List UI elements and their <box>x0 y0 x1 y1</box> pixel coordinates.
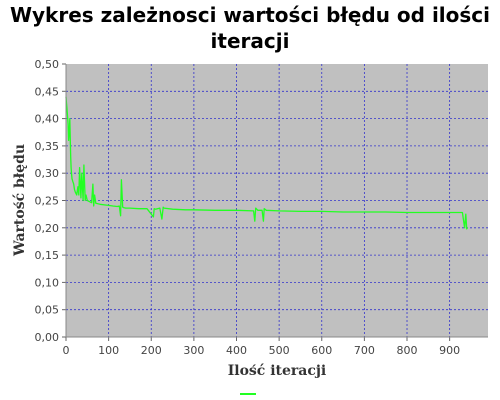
x-tick-label: 700 <box>354 344 375 357</box>
chart-title-line-2: iteracji <box>210 29 290 53</box>
y-tick-label: 0,45 <box>35 85 60 98</box>
axes <box>62 63 488 341</box>
series-line <box>65 96 469 230</box>
x-tick-label: 0 <box>63 344 70 357</box>
y-tick-label: 0,05 <box>35 304 60 317</box>
y-tick-label: 0,40 <box>35 113 60 126</box>
y-tick-label: 0,25 <box>35 195 60 208</box>
x-tick-label: 100 <box>98 344 119 357</box>
x-tick-label: 200 <box>141 344 162 357</box>
x-tick-label: 900 <box>439 344 460 357</box>
y-tick-label: 0,15 <box>35 249 60 262</box>
series-group <box>65 96 469 230</box>
x-tick-label: 600 <box>311 344 332 357</box>
tick-labels: 0,00 0,05 0,10 0,15 0,20 0,25 0,30 0,35 0,40 0,45… <box>35 58 461 357</box>
x-tick-label: 800 <box>397 344 418 357</box>
y-tick-label: 0,30 <box>35 167 60 180</box>
y-tick-label: 0,20 <box>35 222 60 235</box>
y-axis-label: Wartość błędu <box>12 144 28 257</box>
x-tick-label: 300 <box>183 344 204 357</box>
x-tick-label: 500 <box>269 344 290 357</box>
chart-title-line-1: Wykres zależnosci wartości błędu od iloś… <box>9 3 491 27</box>
y-tick-label: 0,10 <box>35 276 60 289</box>
x-axis-label: Ilość iteracji <box>228 363 327 379</box>
x-tick-label: 400 <box>226 344 247 357</box>
y-tick-label: 0,35 <box>35 140 60 153</box>
y-tick-label: 0,00 <box>35 331 60 344</box>
chart-title: Wykres zależnosci wartości błędu od iloś… <box>0 2 500 54</box>
plot-area <box>66 64 488 337</box>
y-tick-label: 0,50 <box>35 58 60 71</box>
grid-lines <box>66 64 488 337</box>
